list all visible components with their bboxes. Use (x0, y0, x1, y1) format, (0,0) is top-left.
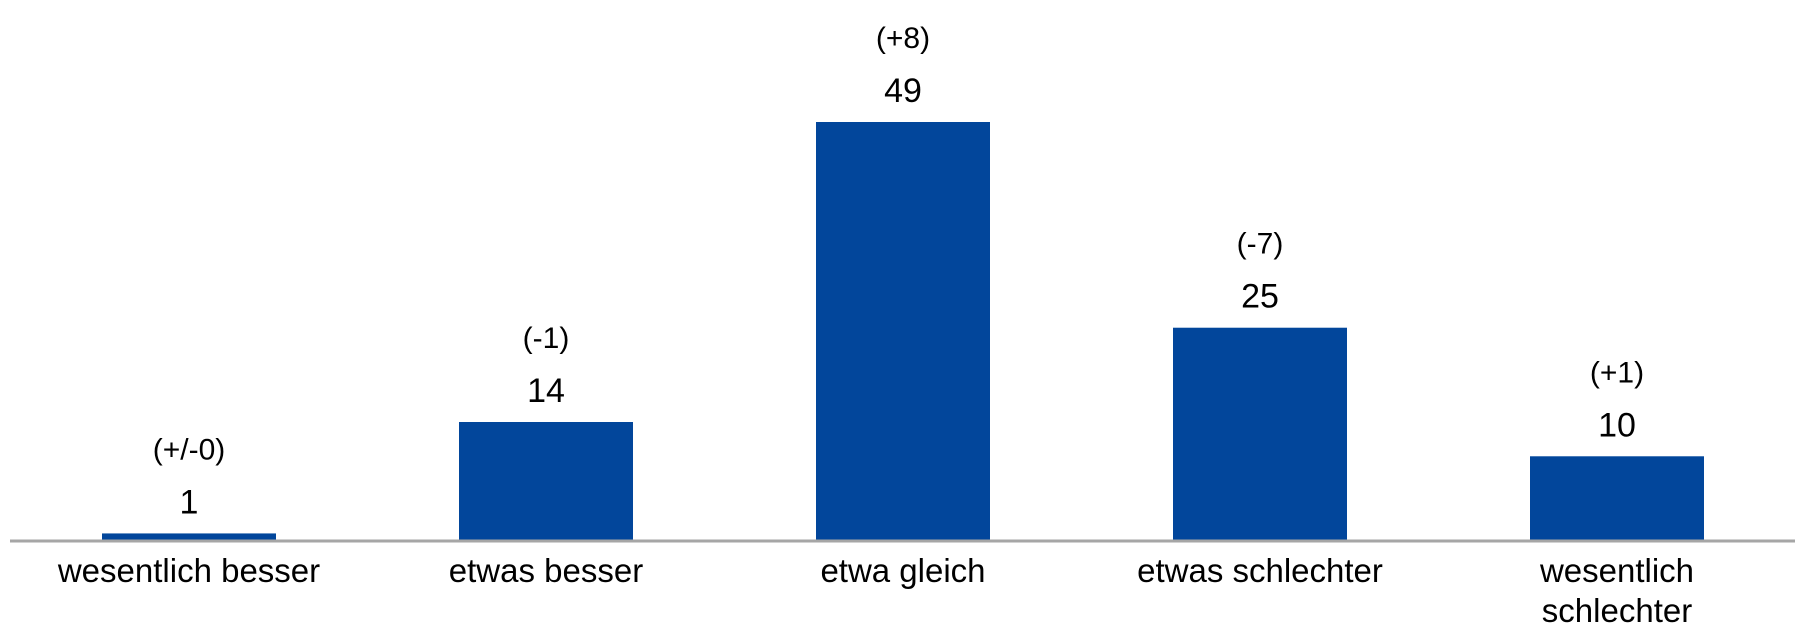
x-tick-label-line: etwas schlechter (1137, 552, 1383, 589)
data-label-4: 10 (1598, 406, 1636, 444)
data-label-3: 25 (1241, 278, 1279, 316)
x-tick-label-4: wesentlich schlechter (1539, 552, 1694, 629)
change-label-2: (+8) (876, 22, 930, 55)
change-label-0: (+/-0) (153, 433, 226, 466)
bar-3 (1171, 325, 1349, 543)
bar-1 (457, 420, 635, 542)
value-labels-group: 1 14 49 25 10 (180, 72, 1636, 521)
x-tick-label-line: wesentlich (1539, 552, 1694, 589)
x-tick-label-line: schlechter (1542, 592, 1692, 629)
data-label-0: 1 (180, 483, 199, 521)
x-tick-label-0: wesentlich besser (57, 552, 320, 589)
x-tick-label-line: wesentlich besser (57, 552, 320, 589)
category-labels-group: wesentlich besser etwas besser etwa gleich… (57, 552, 1694, 629)
x-tick-label-2: etwa gleich (820, 552, 985, 589)
bar-2 (814, 120, 992, 542)
bars-group (100, 120, 1706, 543)
x-tick-label-3: etwas schlechter (1137, 552, 1383, 589)
data-label-2: 49 (884, 72, 922, 110)
x-tick-label-line: etwa gleich (820, 552, 985, 589)
x-tick-label-1: etwas besser (449, 552, 643, 589)
change-label-3: (-7) (1237, 228, 1284, 261)
data-label-1: 14 (527, 372, 565, 410)
change-labels-group: (+/-0) (-1) (+8) (-7) (+1) (153, 22, 1644, 466)
x-tick-label-line: etwas besser (449, 552, 643, 589)
change-label-1: (-1) (523, 322, 570, 355)
bar-4 (1528, 454, 1706, 542)
change-label-4: (+1) (1590, 356, 1644, 389)
